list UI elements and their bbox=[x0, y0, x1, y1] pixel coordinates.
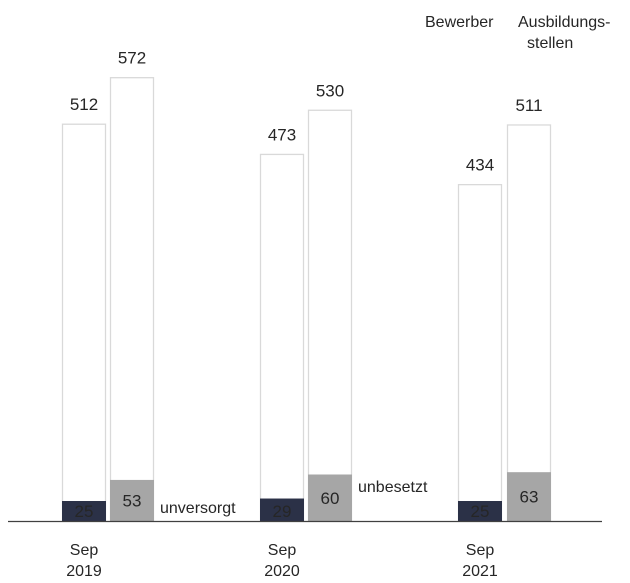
bar-unbesetzt bbox=[308, 474, 352, 521]
bar-total-bewerber bbox=[259, 153, 305, 522]
value-label-total: 434 bbox=[466, 156, 494, 175]
bar-unversorgt bbox=[62, 501, 106, 521]
value-label-unversorgt: 29 bbox=[273, 502, 292, 521]
annotation-unbesetzt: unbesetzt bbox=[358, 479, 428, 496]
bar-total-stellen bbox=[307, 109, 353, 522]
value-label-total: 530 bbox=[316, 81, 344, 100]
bar-unbesetzt bbox=[110, 479, 154, 521]
x-tick-label: 2021 bbox=[462, 563, 498, 580]
x-tick-label: Sep bbox=[268, 542, 297, 559]
bar-unversorgt bbox=[260, 498, 304, 521]
x-tick-label: 2020 bbox=[264, 563, 300, 580]
bar-unversorgt bbox=[458, 501, 502, 521]
legend-ausbildungsstellen: Ausbildungs- bbox=[518, 14, 611, 31]
labels-layer: 512 25 572 53 Sep 2019 473 29 530 60 Sep 2020 434 25 5… bbox=[66, 14, 610, 580]
x-tick-label: 2019 bbox=[66, 563, 102, 580]
value-label-unbesetzt: 63 bbox=[520, 488, 539, 507]
value-label-unversorgt: 25 bbox=[471, 502, 490, 521]
legend-bewerber: Bewerber bbox=[425, 14, 494, 31]
bar-total-bewerber bbox=[61, 123, 107, 522]
bar-total-stellen bbox=[506, 124, 552, 522]
bar-total-bewerber bbox=[457, 183, 503, 522]
legend-ausbildungsstellen: stellen bbox=[527, 35, 573, 52]
bar-unbesetzt bbox=[507, 472, 551, 521]
x-tick-label: Sep bbox=[466, 542, 495, 559]
value-label-total: 572 bbox=[118, 49, 146, 68]
annotation-unversorgt: unversorgt bbox=[160, 500, 236, 517]
value-label-total: 511 bbox=[515, 96, 542, 115]
bar-total-stellen bbox=[109, 77, 155, 522]
value-label-unbesetzt: 53 bbox=[123, 491, 142, 510]
value-label-total: 512 bbox=[70, 95, 98, 114]
x-tick-label: Sep bbox=[70, 542, 99, 559]
value-label-unversorgt: 25 bbox=[75, 502, 94, 521]
value-label-unbesetzt: 60 bbox=[321, 489, 340, 508]
bars-layer bbox=[61, 77, 552, 522]
value-label-total: 473 bbox=[268, 125, 296, 144]
